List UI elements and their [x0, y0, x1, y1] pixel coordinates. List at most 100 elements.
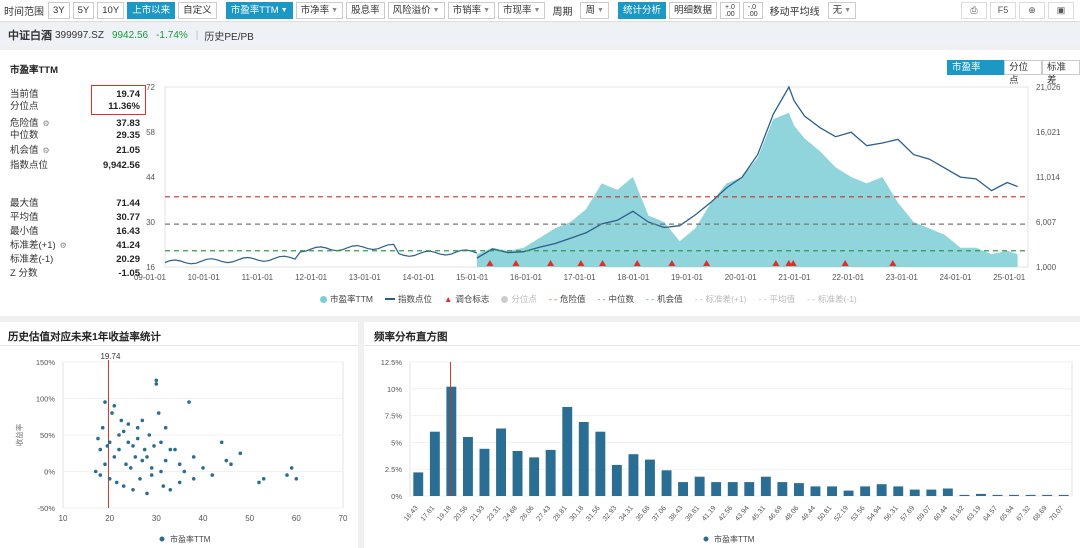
gear-icon[interactable]: ⚙ [42, 146, 50, 155]
stat-row: 标准差(+1) ⚙ 41.24 [10, 240, 140, 252]
indicator-risk-premium-select[interactable]: 风险溢价 ▼ [387, 2, 445, 19]
scatter-panel [0, 322, 358, 548]
legend-index-swatch [384, 298, 395, 300]
legend-danger-label: 危险值 [559, 294, 586, 304]
plus-circle-icon[interactable]: ⊕ [1019, 2, 1045, 19]
refresh-f5-button[interactable]: F5 [990, 2, 1016, 19]
range-custom-button[interactable]: 自定义 [178, 2, 217, 19]
legend-index-label: 指数点位 [397, 294, 432, 304]
decimal-decrease-button[interactable]: -.0.00 [742, 2, 763, 19]
period-select[interactable]: 周 ▼ [580, 2, 609, 19]
legend-std-plus-swatch: - - [694, 294, 703, 304]
legend-rebalance-label: 调仓标志 [455, 294, 490, 304]
legend-std-minus-swatch: - - [807, 294, 816, 304]
stat-label: 中位数 [10, 130, 39, 141]
gear-icon[interactable]: ⚙ [59, 241, 67, 250]
chevron-down-icon: ▼ [844, 7, 852, 14]
index-header: 中证白酒 399997.SZ 9942.56 -1.74% | 历史PE/PB [0, 24, 1080, 46]
legend-pe[interactable]: 市盈率TTM [320, 293, 373, 305]
detail-data-button[interactable]: 明细数据 [668, 2, 717, 19]
stat-value: 21.05 [116, 145, 140, 156]
range-since-listing-button[interactable]: 上市以来 [127, 2, 176, 19]
divider: | [195, 29, 199, 41]
chevron-down-icon: ▼ [280, 7, 288, 14]
range-3y-button[interactable]: 3Y [48, 2, 70, 19]
main-chart-title: 市盈率TTM [10, 65, 59, 76]
legend-mean-label: 平均值 [769, 294, 796, 304]
main-chart-legend: 市盈率TTM 指数点位 ▲ 调仓标志 分位点 - - 危险值 - - 中位数 - -机… [320, 293, 857, 305]
tab-std[interactable]: 标准差 [1042, 60, 1080, 86]
stat-label: 机会值 ⚙ [10, 145, 50, 156]
legend-percentile-label: 分位点 [511, 294, 537, 304]
main-chart-panel [0, 50, 1080, 316]
ma-value: 无 [832, 5, 843, 16]
chevron-down-icon: ▼ [597, 7, 604, 14]
legend-triangle-icon: ▲ [443, 294, 453, 304]
stat-label: Z 分数 [10, 268, 38, 279]
legend-std-minus-label: 标准差(-1) [818, 294, 857, 304]
ma-select[interactable]: 无 ▼ [827, 2, 857, 19]
legend-pe-label: 市盈率TTM [330, 294, 373, 304]
legend-percentile[interactable]: 分位点 [501, 293, 537, 305]
legend-std-minus[interactable]: - - 标准差(-1) [807, 293, 857, 305]
stat-value: 41.24 [116, 240, 140, 251]
stat-row: 当前值 19.74 [10, 89, 140, 101]
legend-danger-swatch: - - [548, 294, 557, 304]
legend-opportunity[interactable]: - - 机会值 [646, 293, 683, 305]
main-chart-tabs: 市盈率TTM 分位点 标准差 [947, 60, 1080, 86]
index-price: 9942.56 [111, 29, 149, 41]
stats-analysis-button[interactable]: 统计分析 [617, 2, 666, 19]
legend-std-plus[interactable]: - - 标准差(+1) [695, 293, 747, 305]
image-icon[interactable]: ▣ [1048, 2, 1074, 19]
stat-label: 指数点位 [10, 160, 49, 171]
legend-mean[interactable]: - - 平均值 [758, 293, 795, 305]
histogram-title: 频率分布直方图 [374, 331, 448, 343]
highlight-box [91, 85, 146, 115]
chevron-down-icon: ▼ [331, 7, 339, 14]
stat-row: 最大值 71.44 [10, 198, 140, 210]
stat-value: 71.44 [116, 198, 140, 209]
legend-median[interactable]: - - 中位数 [597, 293, 634, 305]
legend-median-swatch: - - [597, 294, 606, 304]
indicator-ps-select[interactable]: 市销率 ▼ [447, 2, 496, 19]
stat-label: 平均值 [10, 212, 39, 223]
export-icon[interactable]: ⎙ [961, 2, 987, 19]
legend-rebalance[interactable]: ▲ 调仓标志 [444, 293, 489, 305]
indicator-pcf-select[interactable]: 市现率 ▼ [498, 2, 546, 19]
stat-label: 标准差(+1) ⚙ [10, 240, 67, 251]
stat-label: 最小值 [10, 226, 39, 237]
legend-pe-swatch [320, 295, 327, 303]
decimal-increase-button[interactable]: +.0.00 [719, 2, 740, 19]
chevron-down-icon: ▼ [533, 7, 541, 14]
index-code: 399997.SZ [55, 29, 104, 41]
stat-row: Z 分数 -1.05 [10, 268, 140, 280]
legend-std-plus-label: 标准差(+1) [705, 294, 747, 304]
stat-value: 30.77 [116, 212, 140, 223]
stat-label: 分位点 [10, 101, 39, 112]
range-5y-button[interactable]: 5Y [72, 2, 95, 19]
legend-danger[interactable]: - - 危险值 [549, 293, 586, 305]
stat-value: 20.29 [116, 254, 140, 265]
indicator-pb-select[interactable]: 市净率 ▼ [295, 2, 344, 19]
stat-row: 指数点位 9,942.56 [10, 160, 140, 172]
legend-index[interactable]: 指数点位 [384, 293, 432, 305]
stat-value: -1.05 [118, 268, 140, 279]
tab-percentile[interactable]: 分位点 [1004, 60, 1043, 86]
history-pe-pb-label: 历史PE/PB [204, 31, 254, 43]
tab-pe-ttm[interactable]: 市盈率TTM [947, 60, 1005, 86]
stat-label: 最大值 [10, 198, 39, 209]
stat-value: 37.83 [116, 118, 140, 129]
stat-label: 标准差(-1) [10, 254, 54, 265]
stat-row: 最小值 16.43 [10, 226, 140, 238]
stat-label: 危险值 ⚙ [10, 118, 50, 129]
stat-value: 9,942.56 [103, 160, 140, 171]
stat-label: 当前值 [10, 89, 39, 100]
gear-icon[interactable]: ⚙ [42, 119, 50, 128]
period-label: 周期 [552, 7, 573, 18]
range-10y-button[interactable]: 10Y [97, 2, 125, 19]
indicator-dividend-button[interactable]: 股息率 [346, 2, 385, 19]
index-change: -1.74% [156, 29, 188, 41]
indicator-pe-ttm-select[interactable]: 市盈率TTM ▼ [225, 2, 293, 19]
indicator-pb-label: 市净率 [300, 5, 330, 16]
stat-row: 危险值 ⚙ 37.83 [10, 118, 140, 130]
